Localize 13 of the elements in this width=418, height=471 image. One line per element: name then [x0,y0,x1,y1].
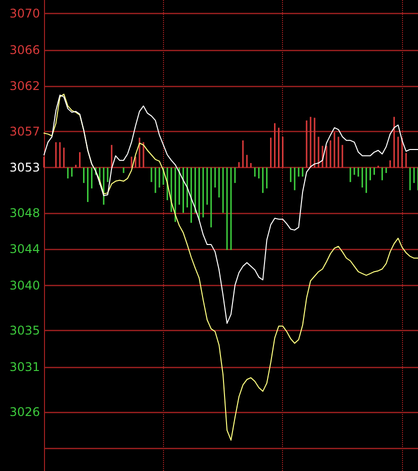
y-tick-label: 3066 [9,42,40,57]
y-tick-label: 3062 [9,79,40,94]
y-tick-label: 3035 [9,324,40,338]
line-series [44,94,418,441]
line-series [44,94,418,324]
y-tick-label: 3044 [9,242,40,256]
y-tick-label: 3026 [9,405,40,420]
y-tick-label: 3053 [9,160,40,175]
y-tick-label: 3031 [9,360,40,374]
y-tick-label: 3040 [9,278,40,292]
y-tick-label: 3070 [9,6,40,21]
y-tick-label: 3048 [9,206,40,220]
y-tick-label: 3057 [9,124,40,138]
